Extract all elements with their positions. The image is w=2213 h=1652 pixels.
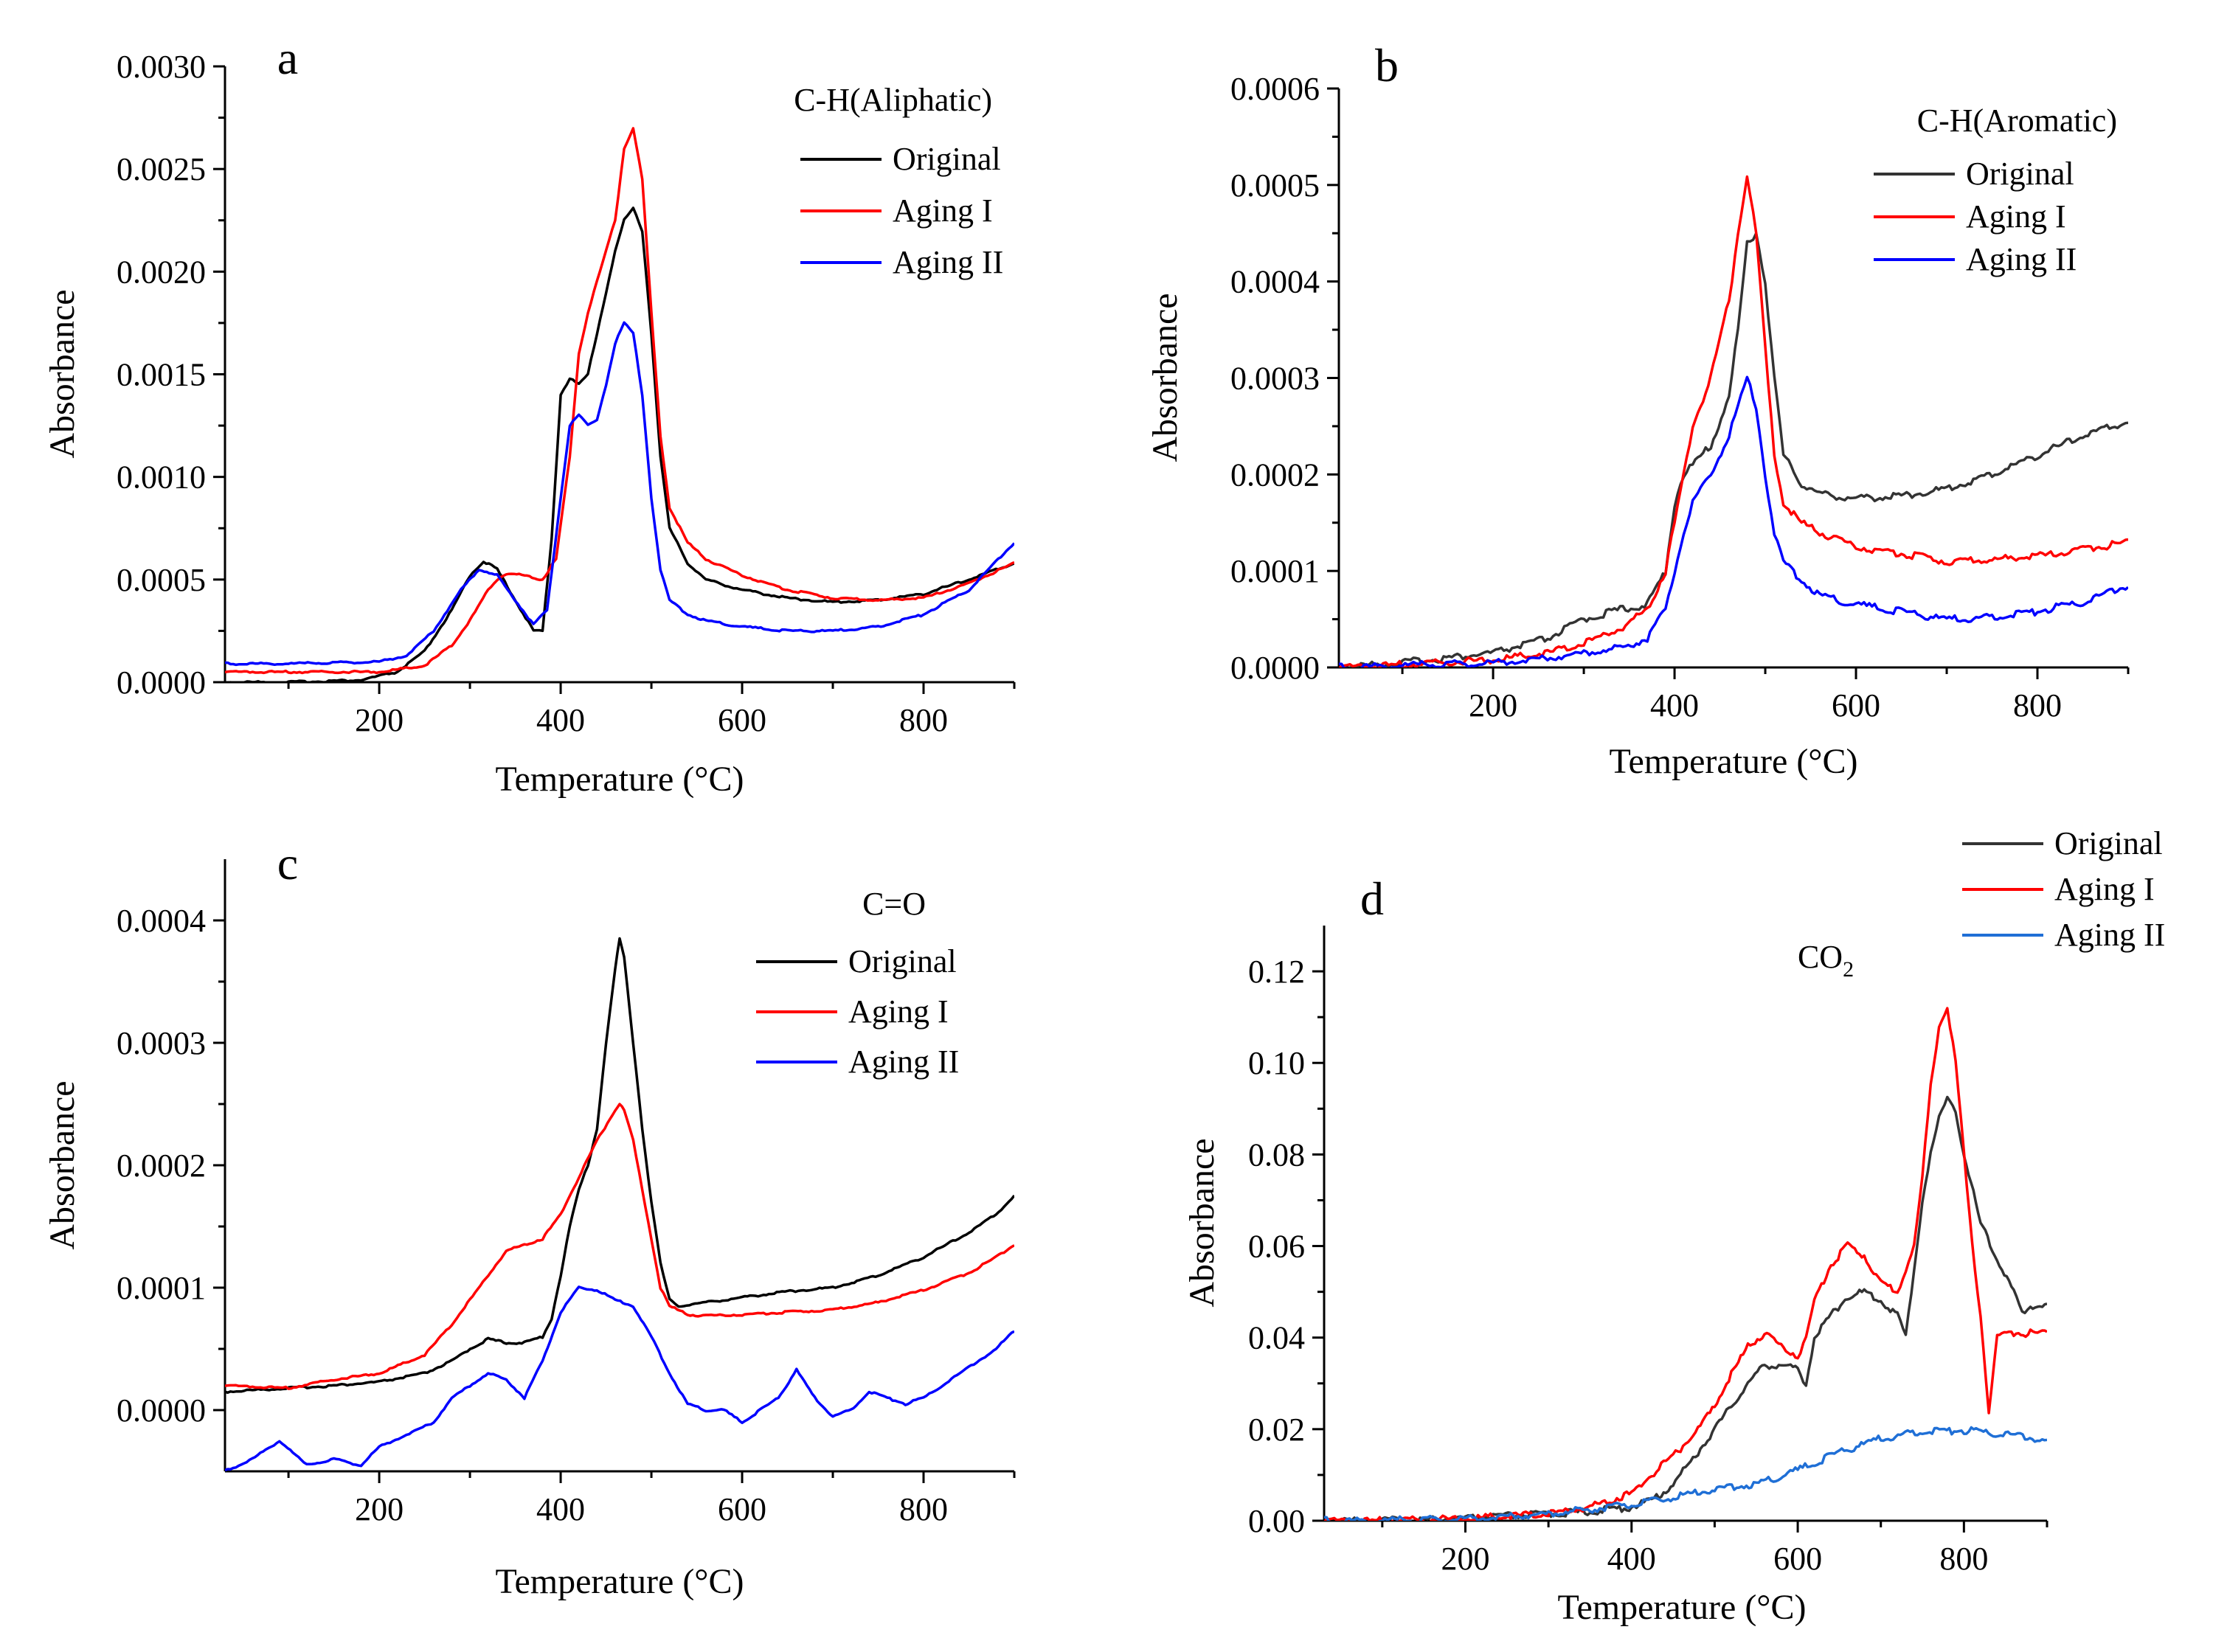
x-tick-label: 800	[899, 702, 948, 738]
y-axis-title: Absorbance	[1146, 293, 1185, 462]
panel-d: 0.00 0.02 0.04 0.06 0.08 0.10 0.12 200 400 600 800…	[1182, 825, 2165, 1627]
series-line-aging-i	[1324, 1007, 2047, 1521]
series-line-aging-ii	[225, 321, 1014, 667]
y-axis-title: Absorbance	[1182, 1138, 1222, 1307]
x-tick-label: 200	[355, 702, 404, 738]
legend: Original Aging I Aging II	[1962, 825, 2165, 953]
y-tick-label: 0.0001	[117, 1270, 206, 1306]
legend-label: Original	[893, 141, 1001, 177]
legend-label: Aging II	[893, 244, 1003, 280]
y-tick-label: 0.0020	[117, 254, 206, 290]
y-tick-label: 0.06	[1248, 1229, 1305, 1265]
legend-label: Original	[2054, 825, 2163, 861]
legend: Original Aging I Aging II	[800, 141, 1003, 280]
series-line-aging-ii	[1324, 1426, 2047, 1521]
y-tick-label: 0.08	[1248, 1136, 1305, 1173]
y-tick-label: 0.12	[1248, 954, 1305, 990]
x-tick-label: 200	[1469, 687, 1517, 723]
x-tick-label: 800	[1939, 1541, 1988, 1577]
y-tick-label: 0.0025	[117, 151, 206, 187]
series-line-aging-i	[225, 1103, 1014, 1390]
x-tick-label: 400	[1607, 1541, 1656, 1577]
y-tick-label: 0.0000	[117, 664, 206, 701]
panel-letter: b	[1375, 39, 1399, 91]
legend-label: Aging II	[848, 1044, 959, 1080]
x-tick-label: 200	[355, 1491, 404, 1527]
x-axis-title: Temperature (°C)	[1609, 742, 1857, 781]
y-tick-label: 0.00	[1248, 1503, 1305, 1539]
y-tick-label: 0.0010	[117, 459, 206, 496]
legend-label: Aging II	[2054, 917, 2165, 953]
x-axis-title: Temperature (°C)	[495, 1562, 744, 1601]
x-tick-label: 600	[1773, 1541, 1822, 1577]
x-tick-label: 400	[1650, 687, 1699, 723]
y-tick-label: 0.0002	[117, 1148, 206, 1184]
y-tick-label: 0.10	[1248, 1045, 1305, 1081]
y-tick-label: 0.0006	[1230, 71, 1320, 107]
y-tick-label: 0.0000	[1230, 650, 1320, 686]
chart-title-main: CO	[1798, 939, 1843, 975]
x-tick-label: 400	[536, 702, 585, 738]
legend-label: Aging I	[893, 192, 993, 229]
y-tick-label: 0.04	[1248, 1320, 1305, 1356]
chart-title: C-H(Aliphatic)	[794, 82, 992, 118]
series-line-aging-i	[1339, 175, 2128, 667]
y-axis-title: Absorbance	[43, 289, 82, 458]
x-tick-label: 400	[536, 1491, 585, 1527]
y-tick-label: 0.0000	[117, 1392, 206, 1429]
legend-label: Original	[848, 943, 957, 979]
x-tick-label: 800	[899, 1491, 948, 1527]
plot-area	[225, 127, 1014, 682]
legend: Original Aging I Aging II	[756, 943, 959, 1080]
y-tick-label: 0.0004	[117, 903, 206, 939]
chart-title: CO2	[1798, 939, 1854, 982]
plot-area	[225, 937, 1014, 1471]
plot-area	[1324, 1007, 2047, 1521]
chart-title: C=O	[862, 886, 926, 922]
y-tick-label: 0.0003	[1230, 361, 1320, 397]
panel-b: 0.0000 0.0001 0.0002 0.0003 0.0004 0.0005 0.00…	[1146, 39, 2130, 781]
chart-title: C-H(Aromatic)	[1917, 103, 2117, 139]
chart-title-subscript: 2	[1843, 957, 1854, 982]
panel-letter: d	[1360, 872, 1384, 925]
series-line-original	[225, 937, 1014, 1395]
x-tick-label: 600	[718, 1491, 766, 1527]
y-tick-label: 0.0003	[117, 1025, 206, 1061]
y-tick-label: 0.0004	[1230, 264, 1320, 300]
series-line-aging-ii	[1339, 375, 2128, 667]
series-line-original	[1339, 232, 2128, 667]
y-tick-label: 0.0005	[117, 562, 206, 598]
panel-letter: c	[277, 837, 298, 889]
x-axis-title: Temperature (°C)	[1557, 1588, 1806, 1627]
x-tick-label: 800	[2013, 687, 2062, 723]
x-tick-label: 600	[1832, 687, 1880, 723]
series-line-aging-ii	[225, 1285, 1014, 1471]
x-tick-label: 200	[1441, 1541, 1489, 1577]
panel-a: 0.0000 0.0005 0.0010 0.0015 0.0020 0.0025 0.00…	[43, 32, 1016, 799]
legend-label: Aging II	[1966, 241, 2077, 277]
series-line-aging-i	[225, 127, 1014, 675]
legend: Original Aging I Aging II	[1874, 156, 2077, 277]
y-tick-label: 0.0015	[117, 357, 206, 393]
y-tick-label: 0.0005	[1230, 167, 1320, 204]
panel-letter: a	[277, 32, 298, 84]
legend-label: Original	[1966, 156, 2074, 192]
plot-area	[1339, 175, 2128, 667]
y-tick-label: 0.0030	[117, 49, 206, 85]
legend-label: Aging I	[2054, 871, 2155, 907]
y-tick-label: 0.0002	[1230, 457, 1320, 493]
y-tick-label: 0.02	[1248, 1412, 1305, 1448]
y-axis-title: Absorbance	[43, 1080, 82, 1249]
panel-c: 0.0000 0.0001 0.0002 0.0003 0.0004 200 400 600 8…	[43, 837, 1016, 1601]
legend-label: Aging I	[1966, 198, 2066, 235]
y-tick-label: 0.0001	[1230, 553, 1320, 589]
x-axis-title: Temperature (°C)	[495, 760, 744, 799]
legend-label: Aging I	[848, 993, 949, 1030]
x-tick-label: 600	[718, 702, 766, 738]
